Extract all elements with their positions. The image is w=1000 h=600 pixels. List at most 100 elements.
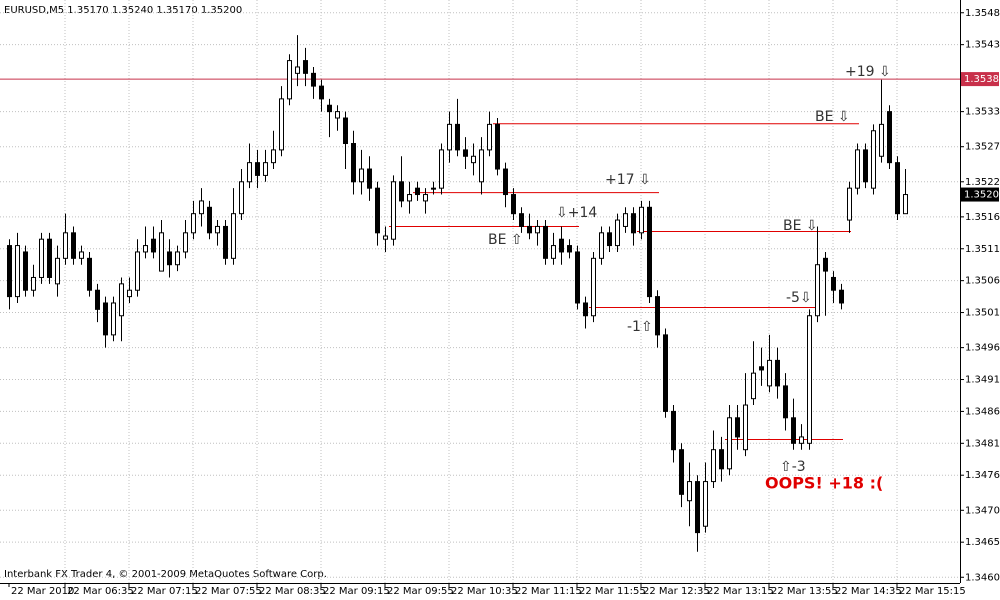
x-tick-label: 22 Mar 15:15 [899,586,966,597]
candle-body [407,194,412,202]
candle-body [639,206,644,234]
candle-body [167,251,172,266]
candle-body [599,232,604,259]
candle-body [655,296,660,336]
candle-body [663,334,668,412]
candle-body [175,251,180,266]
x-tick-label: 22 Mar 06:35 [67,586,134,597]
candle-body [15,245,20,298]
annotation: ⇧-3 [780,459,806,475]
candle-body [183,232,188,253]
candle-body [271,149,276,164]
candle-body [759,366,764,371]
candle-body [47,238,52,278]
candle-body [447,123,452,151]
candle-body [95,289,100,310]
candle-body [399,181,404,202]
candle-body [503,168,508,196]
candle-body [287,60,292,100]
candle-body [79,251,84,259]
candle-body [823,257,828,272]
candle-body [215,225,220,234]
y-tick-label: 1.34810 [965,438,1000,449]
candle-body [247,162,252,183]
y-tick-label: 1.35275 [965,142,1000,153]
candle-body [103,302,108,336]
annotation: ⇩+14 [556,205,597,221]
annotation: OOPS! +18 :( [765,474,883,493]
candle-body [607,232,612,247]
candle-body [471,155,476,164]
candle-body [855,149,860,189]
y-tick-label: 1.35115 [965,244,1000,255]
x-tick-label: 22 Mar 09:55 [387,586,454,597]
candle-body [559,238,564,253]
candle-body [119,283,124,317]
candle-body [295,66,300,74]
candle-body [143,245,148,253]
x-tick-label: 22 Mar 07:55 [195,586,262,597]
candle-body [527,225,532,234]
candle-body [679,449,684,495]
bid-label: 1.35200 [964,190,1000,201]
candle-body [799,436,804,444]
candle-body [87,257,92,291]
candle-body [335,111,340,119]
candle-body [775,359,780,387]
candle-body [151,238,156,253]
candle-body [903,194,908,215]
candle-body [479,149,484,183]
candle-body [879,123,884,157]
annotation: BE ⇩ [783,218,818,234]
candle-body [39,238,44,278]
candle-body [751,372,756,400]
candle-body [207,206,212,234]
candle-body [383,235,388,240]
candle-body [351,143,356,183]
candle-body [343,117,348,145]
candle-body [647,206,652,298]
candle-body [311,72,316,87]
candle-body [831,276,836,291]
annotation: +17 ⇩ [605,172,651,188]
y-tick-label: 1.35220 [965,177,1000,188]
candle-body [431,187,436,190]
candle-body [791,417,796,444]
candle-body [839,289,844,304]
hline-box [961,72,999,87]
candle-body [263,162,268,176]
candle-body [847,187,852,221]
candle-body [615,219,620,247]
candle-body [423,194,428,202]
y-tick-label: 1.35165 [965,212,1000,223]
candle-body [719,449,724,470]
candle-body [239,181,244,215]
candle-body [255,162,260,176]
candle-body [487,123,492,151]
candle-body [551,245,556,259]
candle-body [375,187,380,234]
candle-body [583,302,588,317]
y-tick-label: 1.35015 [965,308,1000,319]
footer: Interbank FX Trader 4, © 2001-2009 MetaQ… [4,569,327,580]
candle-body [631,213,636,234]
x-tick-label: 22 Mar 2010 [11,586,74,597]
x-tick-label: 22 Mar 12:35 [643,586,710,597]
y-tick-label: 1.34655 [965,537,1000,548]
candle-body [567,245,572,253]
candle-body [783,385,788,419]
candle-body [623,213,628,227]
y-tick-label: 1.34705 [965,505,1000,516]
annotation: -1⇧ [627,319,653,335]
candle-body [511,194,516,215]
candle-body [519,213,524,227]
x-tick-label: 22 Mar 11:55 [579,586,646,597]
annotation: -5⇩ [786,290,812,306]
candle-body [303,60,308,74]
x-tick-label: 22 Mar 14:35 [835,586,902,597]
chart-title: EURUSD,M5 1.35170 1.35240 1.35170 1.3520… [4,5,242,16]
y-tick-label: 1.34600 [965,572,1000,583]
candle-body [415,187,420,196]
candle-body [687,481,692,502]
